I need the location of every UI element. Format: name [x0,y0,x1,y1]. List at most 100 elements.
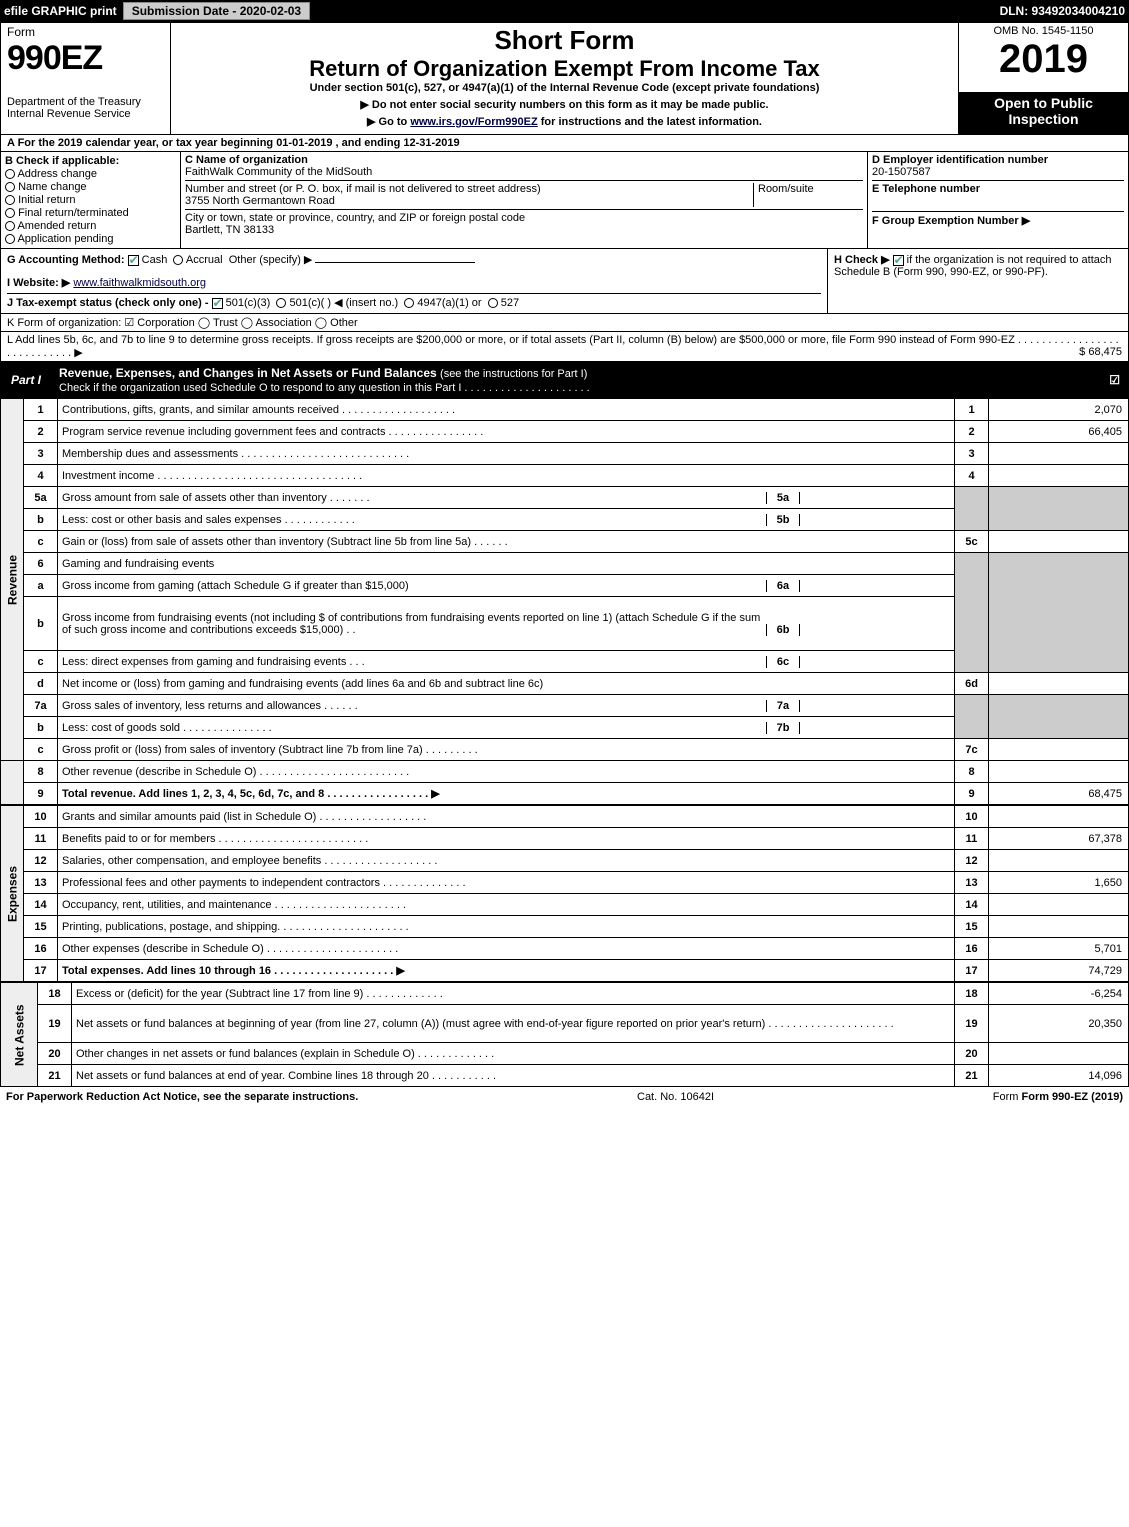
col-c: C Name of organization FaithWalk Communi… [181,152,868,248]
label-initial-return: Initial return [18,194,75,206]
line-6d-num: d [24,673,58,695]
line-18-val: -6,254 [989,983,1129,1005]
check-application-pending[interactable]: Application pending [5,233,176,245]
part-i-check[interactable]: ☑ [1068,373,1128,387]
line-18-num: 18 [38,983,72,1005]
line-19-rn: 19 [955,1005,989,1043]
part-i-tag: Part I [1,370,51,390]
line-8-num: 8 [24,761,58,783]
line-6c-iv [800,656,950,668]
org-name: FaithWalk Community of the MidSouth [185,166,863,178]
line-1-desc: Contributions, gifts, grants, and simila… [58,399,955,421]
label-other-method: Other (specify) ▶ [229,254,313,266]
line-7b-desc: Less: cost of goods sold . . . . . . . .… [58,717,955,739]
line-17-num: 17 [24,960,58,982]
part-i-title-text: Revenue, Expenses, and Changes in Net As… [59,366,437,380]
line-14-val [989,894,1129,916]
line-17-text: Total expenses. Add lines 10 through 16 … [62,965,405,977]
check-accrual[interactable] [173,255,183,265]
line-12-num: 12 [24,850,58,872]
check-amended-return[interactable]: Amended return [5,220,176,232]
footer-right-text: Form 990-EZ (2019) [1022,1091,1123,1103]
line-7c-val [989,739,1129,761]
line-7c-rn: 7c [955,739,989,761]
line-10-val [989,806,1129,828]
line-11-desc: Benefits paid to or for members . . . . … [58,828,955,850]
line-16-rn: 16 [955,938,989,960]
check-name-change[interactable]: Name change [5,181,176,193]
check-4947[interactable] [404,298,414,308]
line-9-text: Total revenue. Add lines 1, 2, 3, 4, 5c,… [62,788,440,800]
i-label: I Website: ▶ [7,277,70,289]
line-5a-iv [800,492,950,504]
line-5b-iv [800,514,950,526]
line-7c-num: c [24,739,58,761]
phone-label: E Telephone number [872,183,1124,195]
line-18-desc: Excess or (deficit) for the year (Subtra… [72,983,955,1005]
goto-prefix: ▶ Go to [367,116,410,128]
line-20-num: 20 [38,1043,72,1065]
check-address-change[interactable]: Address change [5,168,176,180]
header-table: Form 990EZ Department of the Treasury In… [0,22,1129,135]
line-6d-rn: 6d [955,673,989,695]
label-527: 527 [501,297,519,309]
label-501c3: 501(c)(3) [226,297,271,309]
irs-label: Internal Revenue Service [7,108,164,120]
footer-mid: Cat. No. 10642I [637,1091,714,1103]
street-value: 3755 North Germantown Road [185,195,753,207]
check-501c3[interactable] [212,298,223,309]
line-5a-text: Gross amount from sale of assets other t… [62,492,766,504]
line-7c-desc: Gross profit or (loss) from sales of inv… [58,739,955,761]
check-527[interactable] [488,298,498,308]
line-4-desc: Investment income . . . . . . . . . . . … [58,465,955,487]
line-2-rn: 2 [955,421,989,443]
line-6d-val [989,673,1129,695]
label-501c: 501(c)( ) ◀ (insert no.) [289,297,398,309]
line-5c-desc: Gain or (loss) from sale of assets other… [58,531,955,553]
short-form-title: Short Form [177,25,952,56]
check-initial-return[interactable]: Initial return [5,194,176,206]
line-15-num: 15 [24,916,58,938]
row-l: L Add lines 5b, 6c, and 7b to line 9 to … [0,332,1129,362]
line-20-desc: Other changes in net assets or fund bala… [72,1043,955,1065]
tax-year: 2019 [965,37,1122,82]
check-cash[interactable] [128,255,139,266]
line-10-num: 10 [24,806,58,828]
line-15-desc: Printing, publications, postage, and shi… [58,916,955,938]
check-schedule-b[interactable] [893,255,904,266]
line-5c-num: c [24,531,58,553]
submission-date-button[interactable]: Submission Date - 2020-02-03 [123,2,310,20]
line-3-rn: 3 [955,443,989,465]
city-value: Bartlett, TN 38133 [185,224,863,236]
dln-label: DLN: 93492034004210 [1000,4,1125,18]
line-7b-num: b [24,717,58,739]
line-2-val: 66,405 [989,421,1129,443]
part-i-title: Revenue, Expenses, and Changes in Net As… [51,363,1068,397]
ein-label: D Employer identification number [872,154,1124,166]
irs-link[interactable]: www.irs.gov/Form990EZ [410,116,537,128]
line-13-desc: Professional fees and other payments to … [58,872,955,894]
top-bar-left: efile GRAPHIC print Submission Date - 20… [4,2,310,20]
line-17-desc: Total expenses. Add lines 10 through 16 … [58,960,955,982]
line-6b-text: Gross income from fundraising events (no… [62,612,766,636]
line-4-val [989,465,1129,487]
city-label: City or town, state or province, country… [185,212,863,224]
line-11-rn: 11 [955,828,989,850]
line-6b-desc: Gross income from fundraising events (no… [58,597,955,651]
line-15-rn: 15 [955,916,989,938]
line-6b-num: b [24,597,58,651]
line-5b-desc: Less: cost or other basis and sales expe… [58,509,955,531]
line-1-rn: 1 [955,399,989,421]
line-16-num: 16 [24,938,58,960]
label-accrual: Accrual [186,254,223,266]
line-9-val: 68,475 [989,783,1129,805]
line-2-num: 2 [24,421,58,443]
line-6c-text: Less: direct expenses from gaming and fu… [62,656,766,668]
check-501c[interactable] [276,298,286,308]
check-final-return[interactable]: Final return/terminated [5,207,176,219]
line-7a-desc: Gross sales of inventory, less returns a… [58,695,955,717]
group-exemption-label: F Group Exemption Number ▶ [872,214,1124,227]
line-5a-desc: Gross amount from sale of assets other t… [58,487,955,509]
website-link[interactable]: www.faithwalkmidsouth.org [73,277,206,289]
line-21-num: 21 [38,1065,72,1087]
